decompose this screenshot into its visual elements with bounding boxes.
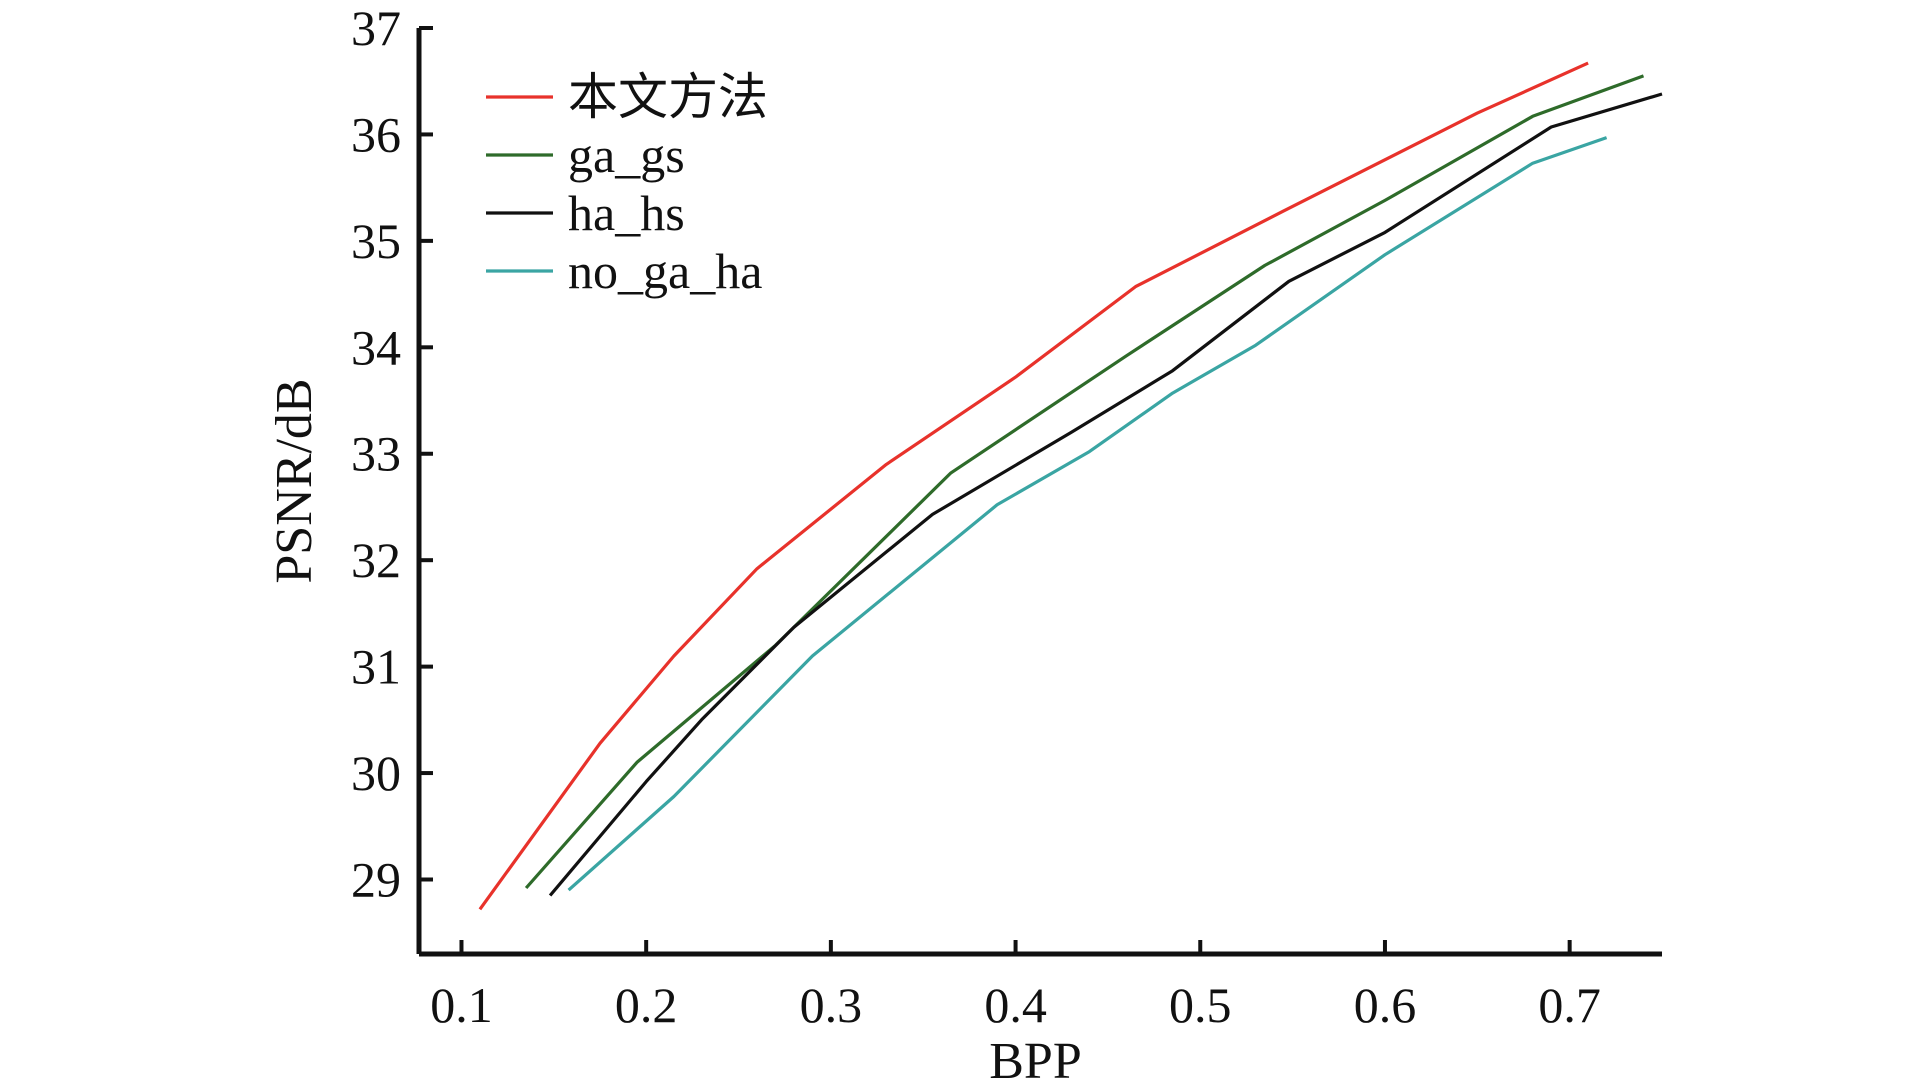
y-tick-label: 32 — [351, 532, 401, 588]
y-tick-label: 29 — [351, 851, 401, 907]
x-tick-label: 0.4 — [984, 977, 1047, 1033]
x-tick-label: 0.7 — [1538, 977, 1601, 1033]
axes: 0.1 0.2 0.3 0.4 0.5 0.6 0.7 29 30 31 32 33 34 35 36 37… — [266, 0, 1662, 1090]
x-ticks: 0.1 0.2 0.3 0.4 0.5 0.6 0.7 — [430, 940, 1601, 1033]
legend-label: 本文方法 — [568, 69, 768, 125]
x-tick-label: 0.6 — [1354, 977, 1417, 1033]
y-tick-label: 35 — [351, 213, 401, 269]
y-tick-label: 34 — [351, 319, 401, 375]
y-tick-label: 33 — [351, 426, 401, 482]
y-tick-label: 31 — [351, 639, 401, 695]
x-tick-label: 0.2 — [615, 977, 678, 1033]
y-tick-label: 30 — [351, 745, 401, 801]
x-axis-label: BPP — [989, 1033, 1082, 1087]
y-tick-label: 37 — [351, 0, 401, 56]
series-line-4 — [567, 136, 1608, 892]
series-lines — [478, 61, 1663, 911]
y-tick-label: 36 — [351, 106, 401, 162]
series-line-1 — [478, 61, 1589, 911]
y-axis-label: PSNR/dB — [266, 378, 323, 583]
legend-label: ha_hs — [568, 185, 685, 241]
series-line-2 — [524, 74, 1645, 890]
x-tick-label: 0.3 — [800, 977, 863, 1033]
legend-label: no_ga_ha — [568, 243, 762, 299]
x-tick-label: 0.5 — [1169, 977, 1232, 1033]
y-ticks: 29 30 31 32 33 34 35 36 37 — [351, 0, 433, 907]
x-tick-label: 0.1 — [430, 977, 493, 1033]
legend-label: ga_gs — [568, 127, 685, 183]
series-line-3 — [548, 92, 1663, 897]
